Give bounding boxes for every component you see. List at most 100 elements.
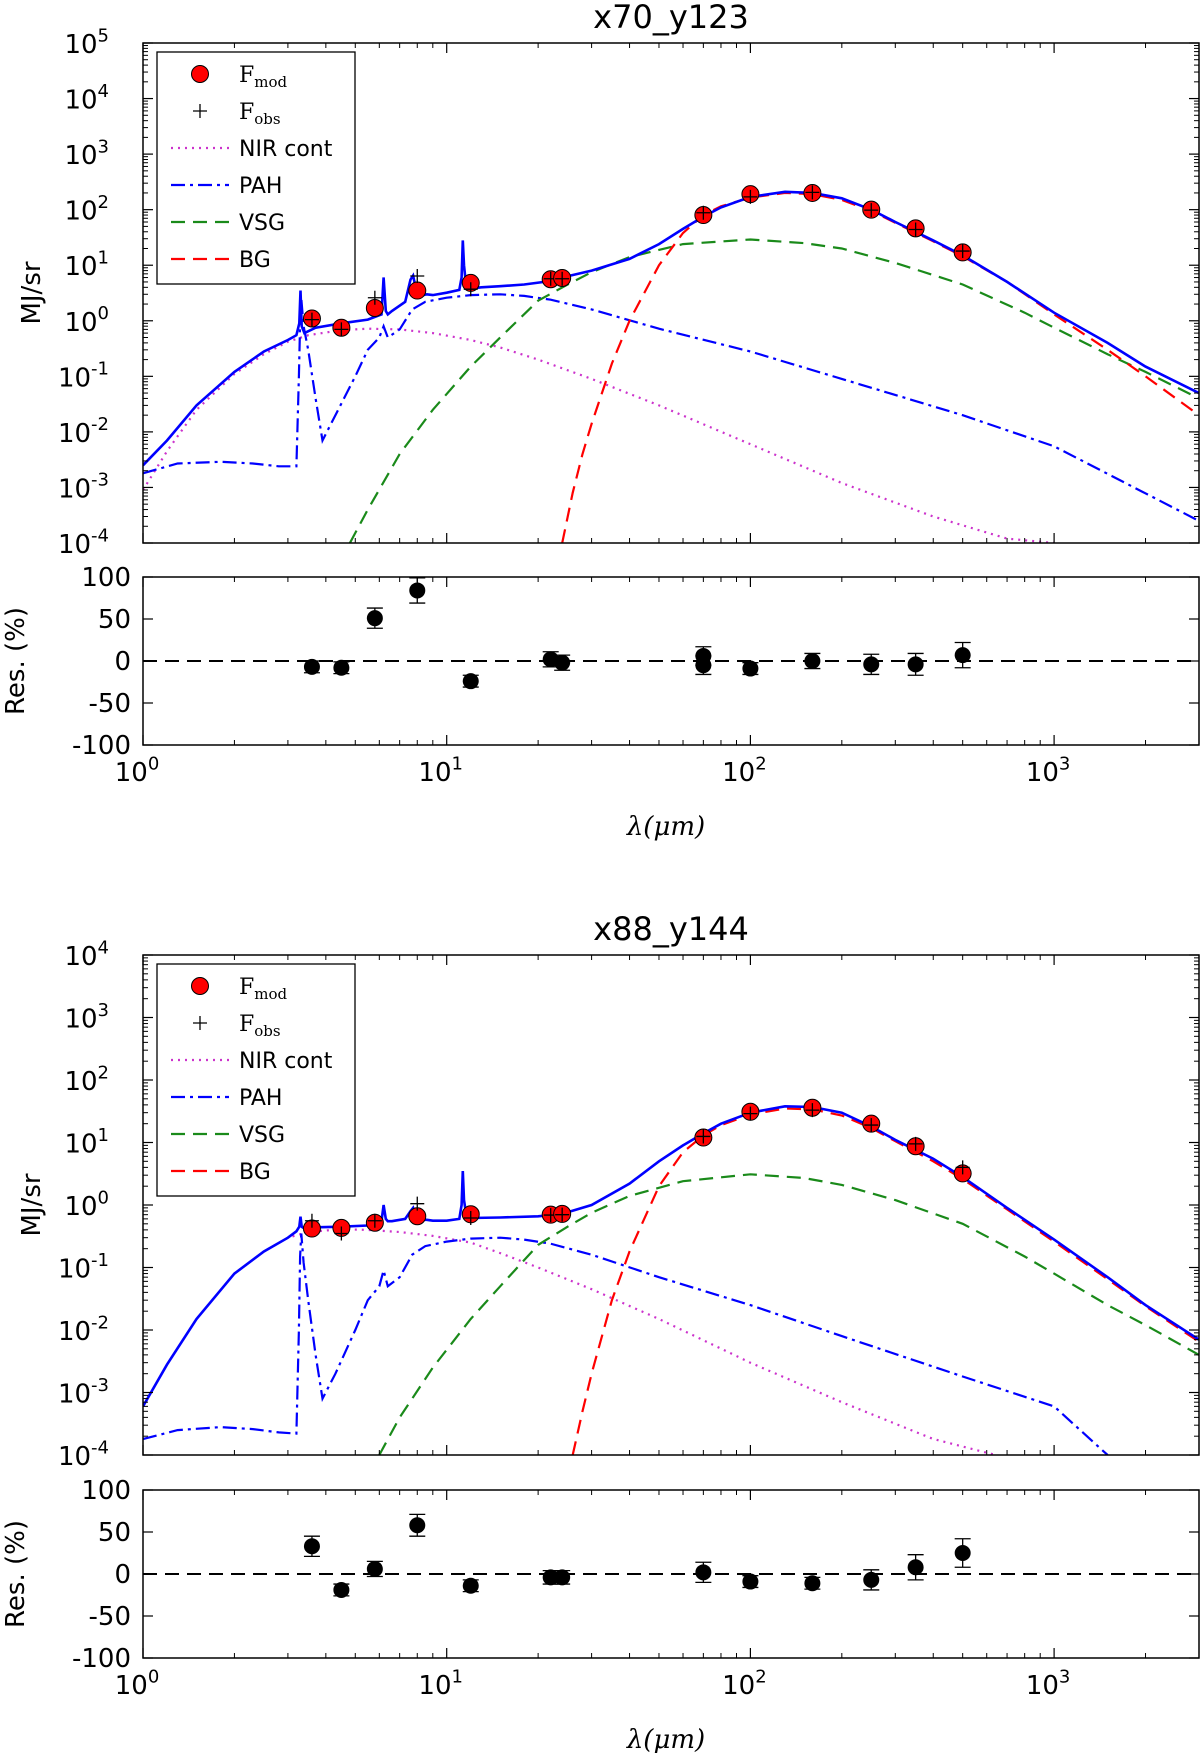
fobs-point [955,1160,970,1175]
legend-label-subscript: obs [254,110,280,128]
residual-point [542,1569,559,1586]
residual-y-tick-label: -50 [89,1602,131,1632]
legend-mod-label: Fmod [239,63,288,91]
fobs-point [696,205,711,220]
model-curves [143,190,1199,543]
residual-point [954,1545,971,1561]
y-tick-label: 101 [64,1125,109,1160]
y-tick-label: 102 [64,192,109,227]
legend-vsg-label: VSG [239,1123,285,1148]
x-tick-label: 100 [115,1666,160,1701]
series-nir-cont-line [143,1228,1001,1455]
residual-frame [142,576,1200,746]
x-tick-label-exponent: 3 [1059,1666,1070,1687]
y-tick-label-exponent: -1 [91,1250,109,1271]
x-tick-label-exponent: 1 [452,1666,463,1687]
x-tick-label-base: 10 [115,758,148,788]
y-tick-label-exponent: 0 [98,303,109,324]
model-curves [143,1104,1199,1455]
x-tick-label: 102 [722,753,767,788]
legend-pah-label: PAH [239,174,282,199]
residual-point [409,1517,426,1534]
y-tick-label: 10-1 [58,1250,109,1285]
x-tick-label-exponent: 2 [755,753,766,774]
fobs-point [410,268,425,283]
series-total-line [143,190,1199,467]
y-tick-label-base: 10 [58,419,91,449]
y-tick-label: 10-2 [58,414,109,449]
fobs-point [410,1196,425,1211]
main-panel: 10-410-310-210-1100101102103104105MJ/srF… [17,25,1200,560]
x-tick-label: 100 [115,753,160,788]
x-tick-label-exponent: 3 [1059,753,1070,774]
series-total-line [143,1104,1199,1408]
x-tick-label: 101 [418,1666,463,1701]
y-axis-label: MJ/sr [17,261,47,324]
legend-pah-label: PAH [239,1086,282,1111]
residual-point [907,1559,924,1576]
fobs-point [463,1210,478,1225]
legend-fobs-marker [193,104,207,118]
main-panel: 10-410-310-210-1100101102103104MJ/srFmod… [17,937,1200,1472]
residual-point [462,673,479,690]
y-tick-label: 10-2 [58,1312,109,1347]
y-axis-label: MJ/sr [17,1173,47,1236]
x-axis-label: λ(μm) [626,1725,705,1753]
y-tick-label-exponent: -4 [91,1437,109,1458]
legend-fobs-marker [193,1016,207,1030]
series-vsg-line [348,238,1199,543]
y-tick-label-base: 10 [58,474,91,504]
y-tick-label-exponent: 1 [98,1125,109,1146]
legend-mod-label: Fmod [239,975,288,1003]
fobs-point [334,322,349,337]
x-tick-label-base: 10 [115,1671,148,1701]
fobs-point [555,271,570,286]
residual-y-tick-label: 50 [98,1518,131,1548]
data-points [302,183,972,337]
residual-point [333,1581,350,1598]
x-tick-label-exponent: 1 [452,753,463,774]
legend-label-text: F [239,975,254,1000]
fobs-point [743,189,758,204]
x-tick-label: 103 [1026,1666,1071,1701]
legend-bg-label: BG [239,1160,271,1185]
legend-label-subscript: mod [254,73,287,91]
x-tick-label-base: 10 [1026,1671,1059,1701]
y-tick-label: 10-3 [58,1375,109,1410]
x-tick-label-base: 10 [722,1671,755,1701]
fobs-point [864,203,879,218]
y-tick-label: 10-1 [58,359,109,394]
y-tick-label-exponent: -2 [91,414,109,435]
sed-chart-x88-y144: x88_y14410-410-310-210-1100101102103104M… [1,910,1200,1753]
y-tick-label-exponent: 3 [98,136,109,157]
y-tick-label-base: 10 [64,197,97,227]
residual-y-tick-label: 0 [114,1560,131,1590]
y-tick-label: 104 [64,81,109,116]
residual-point [954,647,971,664]
legend-box [156,963,356,1197]
fobs-point [908,222,923,237]
x-tick-label-base: 10 [722,758,755,788]
residual-point [333,659,350,676]
y-tick-label-exponent: -3 [91,1375,109,1396]
y-tick-label-base: 10 [64,30,97,60]
fobs-point [908,1136,923,1151]
y-tick-label: 105 [64,25,109,60]
legend-label-text: F [239,1012,254,1037]
fobs-point [304,312,319,327]
y-tick-label-exponent: -1 [91,359,109,380]
y-tick-label-base: 10 [58,530,91,560]
fmod-point [408,281,427,300]
x-tick-label-base: 10 [418,1671,451,1701]
legend-vsg-label: VSG [239,211,285,236]
fobs-point [743,1106,758,1121]
y-tick-label: 102 [64,1062,109,1097]
fobs-point [805,1103,820,1118]
legend-nir-label: NIR cont [239,1049,333,1074]
legend-label-text: F [239,100,254,125]
x-axis-label: λ(μm) [626,812,705,842]
legend-bg-label: BG [239,248,271,273]
y-tick-label: 100 [64,303,109,338]
x-tick-label-exponent: 0 [148,753,159,774]
